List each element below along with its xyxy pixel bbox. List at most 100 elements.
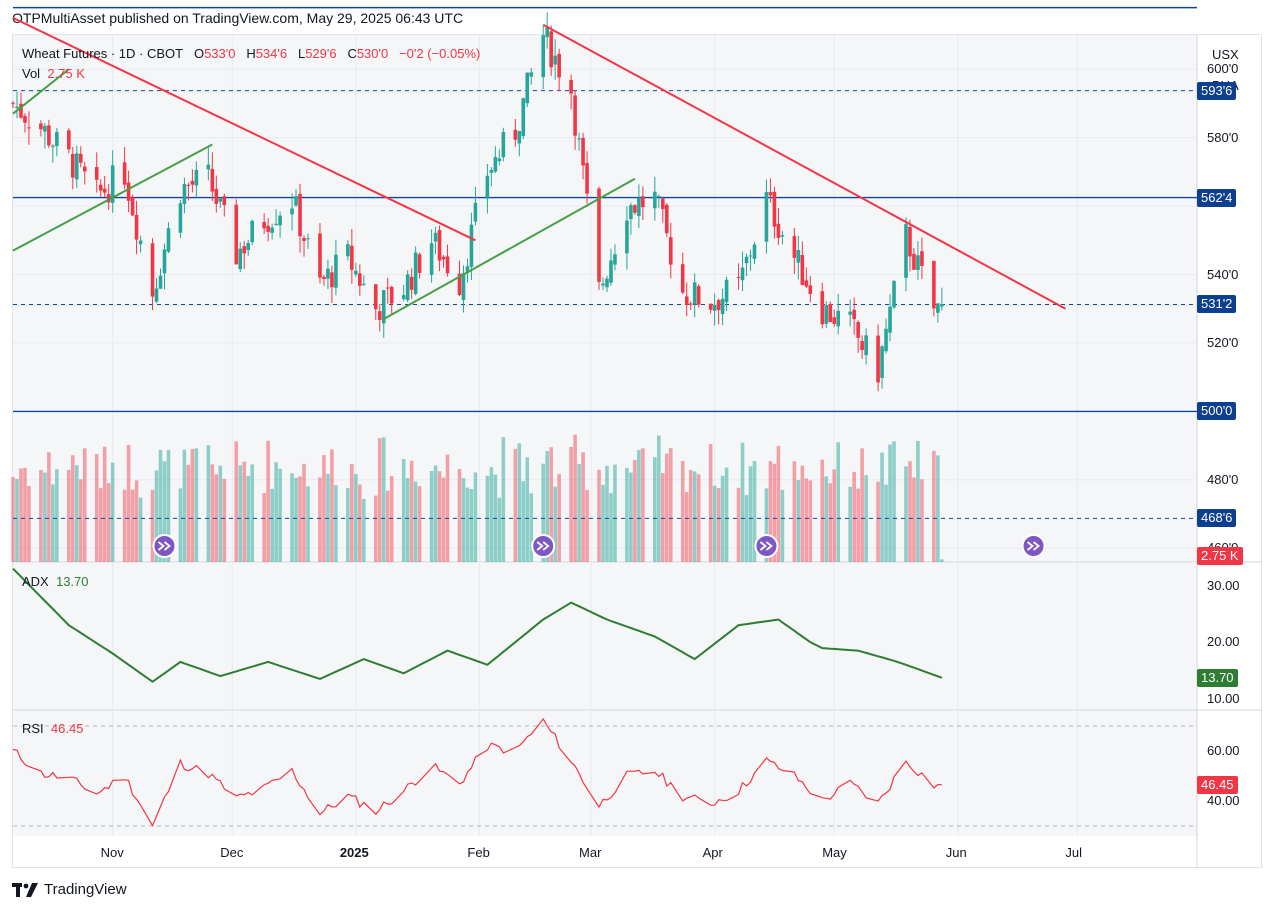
candle xyxy=(904,217,908,292)
time-tick-label: Mar xyxy=(579,845,602,860)
candle xyxy=(641,186,645,221)
candle-body xyxy=(629,205,633,220)
candle xyxy=(178,200,183,238)
candle xyxy=(51,144,55,163)
volume-bar xyxy=(641,448,645,562)
candle-body xyxy=(828,303,833,322)
volume-bar xyxy=(234,441,239,562)
volume-bar xyxy=(330,449,334,562)
volume-bar xyxy=(824,476,829,562)
currency-usx[interactable]: USX xyxy=(1212,47,1239,62)
candle-body xyxy=(569,79,573,94)
chart-frame[interactable] xyxy=(12,34,1262,868)
candle-body xyxy=(517,131,522,144)
candle-body xyxy=(577,138,581,140)
candle-body xyxy=(461,273,466,301)
candle-body xyxy=(633,205,637,213)
tradingview-logo[interactable]: TradingView xyxy=(12,881,127,898)
candle xyxy=(720,288,725,326)
volume-bar xyxy=(266,440,270,562)
candle xyxy=(609,248,613,286)
low-label: L xyxy=(297,46,306,61)
candle xyxy=(182,177,187,214)
time-tick-label: Apr xyxy=(702,845,723,860)
candle xyxy=(266,218,270,242)
candle xyxy=(848,299,852,327)
candle-body xyxy=(493,157,498,172)
volume-bar xyxy=(912,477,916,562)
candle xyxy=(330,265,334,303)
candle xyxy=(916,241,920,280)
symbol-label[interactable]: Wheat Futures · 1D · CBOT xyxy=(22,46,184,61)
volume-bar xyxy=(457,469,462,562)
candle xyxy=(389,285,394,315)
candle-body xyxy=(74,153,79,180)
event-chevrons xyxy=(536,541,550,551)
candle xyxy=(605,275,609,292)
price-levels xyxy=(13,6,1197,519)
volume-bar xyxy=(521,481,526,562)
volume-bar xyxy=(852,471,856,562)
candle-body xyxy=(15,106,19,109)
adx-label[interactable]: ADX xyxy=(22,574,49,589)
volume-bar xyxy=(465,487,470,562)
volume-bar xyxy=(389,476,394,562)
candle-body xyxy=(553,55,557,65)
candle-body xyxy=(720,298,725,315)
candle-body xyxy=(429,243,434,275)
candle-body xyxy=(290,208,294,215)
volume-bar xyxy=(549,447,553,562)
candle-body xyxy=(605,278,609,288)
pane-background xyxy=(13,563,1197,710)
candle xyxy=(150,238,155,311)
candle-body xyxy=(513,129,518,140)
candle-body xyxy=(270,227,274,233)
candle xyxy=(417,252,422,279)
volume-bar xyxy=(417,486,422,562)
candle xyxy=(27,111,31,145)
price-tick-label: 480'0 xyxy=(1207,471,1239,487)
candle-body xyxy=(661,198,665,210)
candle-body xyxy=(182,184,187,204)
candle xyxy=(772,186,777,239)
volume-bar xyxy=(11,477,15,562)
candle xyxy=(585,151,589,204)
time-tick-label: 2025 xyxy=(339,845,369,860)
candle xyxy=(429,229,434,283)
candle-body xyxy=(413,252,418,294)
candle xyxy=(780,230,785,245)
candle xyxy=(381,290,386,338)
low-value: 529'6 xyxy=(305,46,337,61)
candle xyxy=(326,259,330,290)
candle xyxy=(800,241,805,286)
high-label: H xyxy=(246,46,256,61)
candle xyxy=(385,277,390,304)
candle xyxy=(262,213,266,234)
volume-bar xyxy=(67,469,71,562)
candle-body xyxy=(43,125,47,132)
rsi-last-label: 46.45 xyxy=(1197,775,1238,794)
candle xyxy=(441,254,446,268)
volume-bar xyxy=(350,464,354,562)
rsi-label[interactable]: RSI xyxy=(22,721,44,736)
main-legend: Wheat Futures · 1D · CBOT O533'0 H534'6 … xyxy=(22,46,480,61)
candle xyxy=(684,282,689,317)
candle xyxy=(322,274,326,286)
candle-body xyxy=(613,254,617,265)
candle-body xyxy=(768,192,773,196)
candle-body xyxy=(78,153,83,163)
candle xyxy=(545,12,549,49)
volume-bar xyxy=(377,438,382,562)
volume-bar xyxy=(190,448,195,562)
candle-body xyxy=(373,284,378,310)
volume-bar xyxy=(433,465,438,562)
price-tick-label: 540'0 xyxy=(1207,266,1239,282)
vol-label[interactable]: Vol xyxy=(22,66,41,81)
candle-body xyxy=(294,196,298,206)
candle-body xyxy=(904,224,908,278)
candle-body xyxy=(485,175,490,199)
candle-body xyxy=(278,215,282,226)
candle xyxy=(485,163,490,214)
volume-bar xyxy=(688,470,693,562)
